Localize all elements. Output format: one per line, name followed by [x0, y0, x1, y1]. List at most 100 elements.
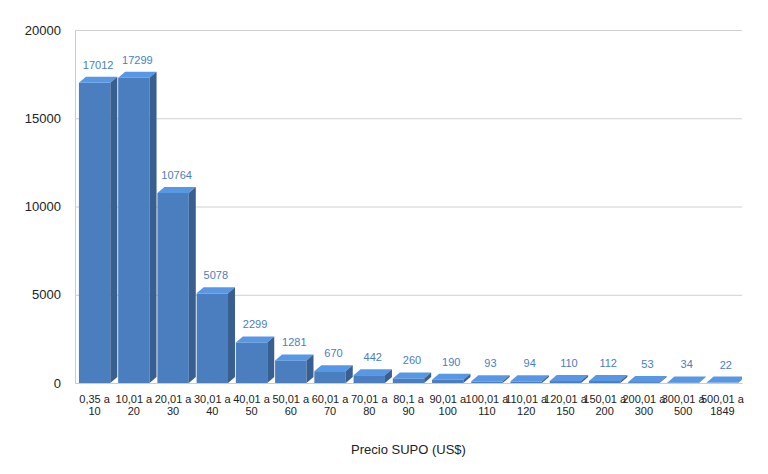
x-axis: 0,35 a1010,01 a2020,01 a3030,01 a4040,01…: [76, 383, 745, 417]
x-tick-label: 500,01 a1849: [701, 393, 745, 418]
x-tick-label: 20,01 a30: [155, 393, 193, 418]
x-tick: 500,01 a1849: [701, 383, 745, 417]
x-tick-label: 60,01 a70: [312, 393, 350, 418]
data-label: 2299: [243, 318, 267, 330]
x-tick-label: 300,01 a500: [662, 393, 706, 418]
bar: [157, 193, 188, 383]
x-axis-title: Precio SUPO (US$): [351, 442, 466, 457]
y-tick-label: 10000: [25, 199, 61, 214]
data-label: 34: [681, 358, 693, 370]
data-label: 112: [599, 357, 617, 369]
bar-side: [228, 287, 235, 383]
chart: 0 5000 10000 15000 20000 0,35 a1010,01 a2020,…: [0, 0, 768, 474]
bar-top: [628, 376, 666, 382]
data-label: 10764: [161, 169, 192, 181]
data-labels: 1701217299107645078229912816704422601909…: [83, 54, 732, 371]
data-label: 110: [560, 357, 578, 369]
x-tick: 90,01 a100: [429, 383, 467, 417]
x-tick-label: 100,01 a110: [466, 393, 510, 418]
data-label: 442: [364, 351, 382, 363]
y-tick-label: 15000: [25, 111, 61, 126]
grid-line: [75, 30, 742, 31]
bar-side: [660, 376, 667, 383]
x-tick: 10,01 a20: [116, 383, 154, 417]
bar: [393, 378, 424, 383]
data-label: 53: [641, 358, 653, 370]
bar: [354, 375, 385, 383]
bar-side: [463, 374, 470, 383]
y-tick-label: 20000: [25, 23, 61, 38]
x-tick: 120,01 a150: [544, 383, 588, 417]
data-label: 190: [442, 356, 460, 368]
y-tick: 20000: [25, 23, 742, 38]
bar-side: [738, 377, 742, 383]
data-label: 17299: [122, 54, 153, 66]
bar-side: [699, 376, 706, 383]
bar-side: [542, 375, 549, 383]
x-tick-label: 10,01 a20: [116, 393, 154, 418]
bar: [314, 371, 345, 383]
x-tick: 60,01 a70: [312, 383, 350, 417]
bar-side: [503, 375, 510, 383]
x-tick-label: 90,01 a100: [429, 393, 467, 418]
x-tick-label: 0,35 a10: [79, 393, 110, 418]
bars: [79, 72, 742, 383]
data-label: 17012: [83, 59, 114, 71]
y-axis: 0 5000 10000 15000 20000: [25, 23, 742, 391]
x-tick-label: 120,01 a150: [544, 393, 588, 418]
bar-side: [306, 354, 313, 383]
bar-side: [110, 77, 117, 383]
bar-side: [150, 72, 157, 383]
bar: [275, 360, 306, 383]
x-tick-label: 70,01 a80: [351, 393, 389, 418]
data-label: 260: [403, 354, 421, 366]
y-tick-label: 5000: [32, 287, 61, 302]
x-tick-label: 150,01 a200: [583, 393, 627, 418]
x-tick: 40,01 a50: [233, 383, 271, 417]
x-axis-line: [76, 383, 743, 384]
bar: [471, 381, 502, 383]
x-tick-label: 80,1 a90: [393, 393, 424, 418]
x-tick: 150,01 a200: [583, 383, 627, 417]
data-label: 93: [484, 357, 496, 369]
bar-top: [667, 376, 705, 382]
x-tick: 110,01 a120: [505, 383, 548, 417]
x-tick-label: 200,01 a300: [622, 393, 666, 418]
x-tick-label: 110,01 a120: [505, 393, 548, 418]
x-tick: 70,01 a80: [351, 383, 389, 417]
grid-line: [75, 118, 742, 119]
x-tick-label: 40,01 a50: [233, 393, 271, 418]
x-tick-label: 50,01 a60: [272, 393, 310, 418]
bar: [197, 293, 228, 383]
grid-line: [75, 383, 742, 384]
bar: [118, 78, 149, 383]
bar: [79, 83, 110, 383]
y-tick-label: 0: [54, 376, 61, 391]
bar-top: [707, 377, 742, 383]
bar: [550, 381, 581, 383]
bar-side: [267, 336, 274, 383]
x-tick: 80,1 a90: [393, 383, 424, 417]
x-tick: 20,01 a30: [155, 383, 193, 417]
x-tick: 0,35 a10: [79, 383, 110, 417]
bar-side: [424, 372, 431, 383]
data-label: 5078: [204, 269, 228, 281]
data-label: 22: [720, 359, 732, 371]
bar-side: [189, 187, 196, 383]
bar-side: [620, 375, 627, 383]
bar: [236, 342, 267, 383]
data-label: 670: [324, 347, 342, 359]
data-label: 94: [524, 357, 536, 369]
bar: [589, 381, 620, 383]
x-tick: 300,01 a500: [662, 383, 706, 417]
x-tick: 50,01 a60: [272, 383, 310, 417]
bar: [432, 380, 463, 383]
bar: [511, 381, 542, 383]
bar-side: [346, 365, 353, 383]
plot: 0 5000 10000 15000 20000 0,35 a1010,01 a2020,…: [25, 23, 745, 418]
x-tick: 200,01 a300: [622, 383, 666, 417]
x-tick-label: 30,01 a40: [194, 393, 232, 418]
y-axis-line: [76, 31, 743, 384]
x-tick: 30,01 a40: [194, 383, 232, 417]
bar-side: [581, 375, 588, 383]
